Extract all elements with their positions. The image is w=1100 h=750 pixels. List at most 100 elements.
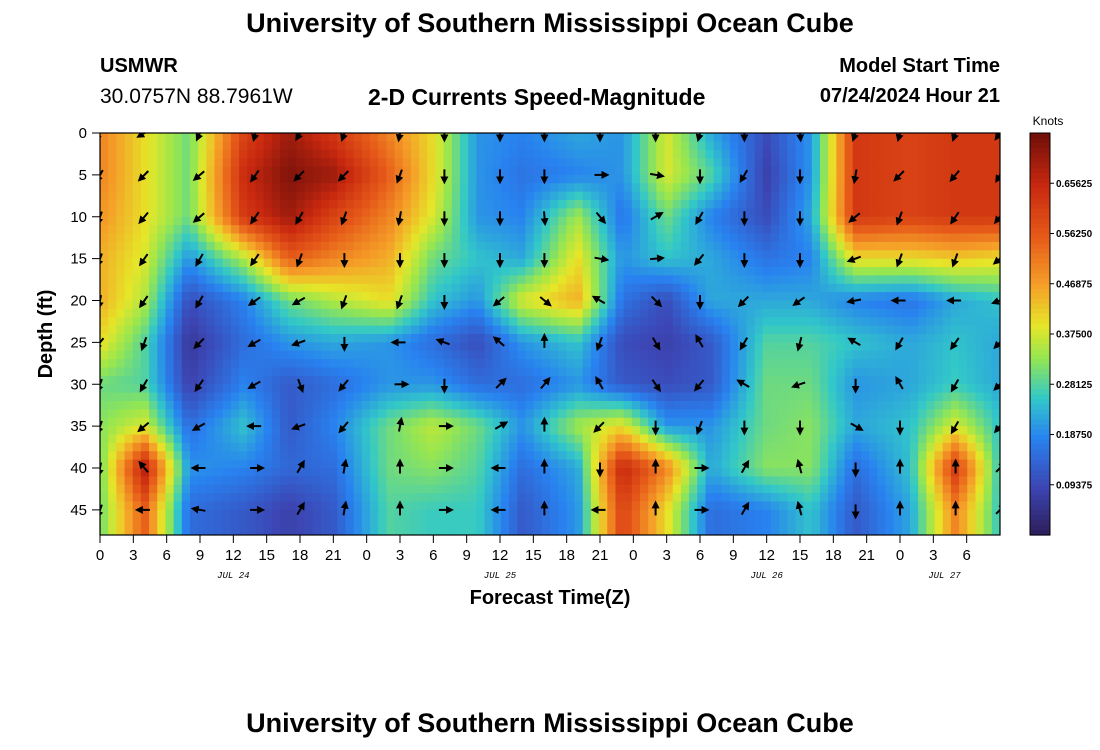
heatmap-cell	[860, 325, 870, 335]
heatmap-cell	[116, 275, 126, 285]
heatmap-cell	[656, 342, 666, 352]
heatmap-cell	[370, 401, 379, 410]
heatmap-cell	[255, 375, 265, 385]
heatmap-cell	[116, 442, 126, 452]
heatmap-cell	[288, 484, 297, 494]
heatmap-cell	[869, 183, 878, 193]
heatmap-cell	[738, 409, 747, 419]
heatmap-cell	[288, 183, 297, 193]
heatmap-cell	[779, 442, 788, 452]
heatmap-cell	[100, 442, 109, 452]
heatmap-cell	[730, 417, 739, 427]
heatmap-cell	[435, 451, 445, 461]
heatmap-cell	[394, 359, 404, 369]
heatmap-cell	[198, 216, 207, 226]
heatmap-cell	[885, 493, 895, 503]
heatmap-cell	[517, 183, 527, 193]
heatmap-cell	[410, 300, 420, 310]
heatmap-cell	[975, 417, 985, 427]
heatmap-cell	[247, 375, 257, 385]
heatmap-cell	[770, 426, 780, 436]
heatmap-cell	[509, 216, 518, 226]
heatmap-cell	[811, 409, 821, 419]
heatmap-cell	[345, 250, 355, 260]
heatmap-cell	[124, 468, 134, 477]
heatmap-cell	[116, 158, 126, 168]
heatmap-cell	[124, 409, 134, 419]
heatmap-cell	[730, 317, 739, 327]
heatmap-cell	[370, 484, 379, 494]
heatmap-cell	[991, 241, 1000, 251]
heatmap-cell	[500, 392, 510, 402]
heatmap-cell	[631, 283, 641, 293]
heatmap-cell	[378, 401, 387, 410]
heatmap-cell	[836, 484, 846, 494]
model-start-label: Model Start Time	[839, 55, 1000, 77]
heatmap-cell	[779, 191, 788, 201]
heatmap-cell	[885, 308, 895, 318]
heatmap-cell	[574, 401, 584, 410]
heatmap-cell	[492, 484, 502, 494]
heatmap-cell	[893, 384, 903, 394]
heatmap-cell	[378, 476, 387, 486]
heatmap-cell	[271, 174, 281, 184]
heatmap-cell	[910, 158, 919, 168]
heatmap-cell	[697, 484, 707, 494]
heatmap-cell	[803, 283, 813, 293]
heatmap-cell	[942, 258, 952, 268]
heatmap-cell	[484, 191, 494, 201]
heatmap-cell	[803, 375, 813, 385]
heatmap-cell	[607, 334, 617, 343]
heatmap-cell	[631, 183, 641, 193]
heatmap-cell	[517, 191, 527, 201]
heatmap-cell	[443, 442, 453, 452]
heatmap-cell	[762, 191, 772, 201]
heatmap-cell	[934, 342, 944, 352]
heatmap-cell	[885, 442, 895, 452]
heatmap-cell	[271, 241, 281, 251]
heatmap-cell	[255, 308, 265, 318]
heatmap-cell	[656, 133, 666, 142]
heatmap-cell	[378, 183, 387, 193]
heatmap-cell	[558, 141, 567, 151]
heatmap-cell	[811, 141, 821, 151]
heatmap-cell	[116, 225, 126, 235]
heatmap-cell	[959, 451, 968, 461]
heatmap-cell	[337, 350, 347, 360]
heatmap-cell	[885, 267, 895, 276]
heatmap-cell	[255, 342, 265, 352]
heatmap-cell	[394, 308, 404, 318]
heatmap-cell	[697, 375, 707, 385]
heatmap-cell	[950, 401, 960, 410]
heatmap-cell	[959, 292, 968, 302]
heatmap-cell	[983, 275, 993, 285]
heatmap-cell	[754, 200, 764, 209]
heatmap-cell	[648, 350, 657, 360]
heatmap-cell	[304, 166, 314, 176]
heatmap-cell	[918, 334, 927, 343]
heatmap-cell	[844, 417, 854, 427]
heatmap-cell	[599, 317, 608, 327]
heatmap-cell	[108, 133, 117, 142]
heatmap-cell	[836, 409, 846, 419]
heatmap-cell	[787, 476, 797, 486]
heatmap-cell	[860, 300, 870, 310]
heatmap-cell	[975, 409, 985, 419]
heatmap-cell	[746, 300, 756, 310]
heatmap-cell	[991, 392, 1000, 402]
heatmap-cell	[239, 484, 248, 494]
heatmap-cell	[787, 342, 797, 352]
heatmap-cell	[623, 183, 633, 193]
heatmap-cell	[950, 300, 960, 310]
heatmap-cell	[910, 225, 919, 235]
heatmap-cell	[910, 208, 919, 218]
heatmap-cell	[271, 434, 281, 444]
heatmap-cell	[918, 200, 927, 209]
heatmap-cell	[320, 342, 330, 352]
heatmap-cell	[820, 292, 829, 302]
heatmap-cell	[419, 401, 428, 410]
heatmap-cell	[713, 434, 723, 444]
heatmap-cell	[329, 141, 338, 151]
heatmap-cell	[918, 317, 927, 327]
heatmap-cell	[468, 442, 477, 452]
